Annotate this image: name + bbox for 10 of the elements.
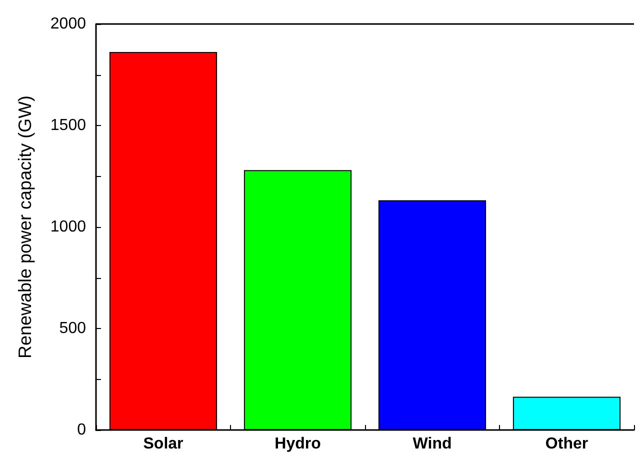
y-tick-label: 500	[59, 320, 86, 337]
y-tick-label: 1500	[50, 117, 86, 134]
y-tick-label: 2000	[50, 16, 86, 32]
y-tick-label: 0	[77, 422, 86, 438]
x-tick-label: Hydro	[274, 436, 322, 452]
x-tick-label: Other	[545, 436, 588, 452]
x-tick-label: Solar	[143, 436, 184, 452]
x-tick-label: Wind	[412, 436, 452, 452]
y-tick-label: 1000	[50, 218, 86, 236]
y-axis-title: Renewable power capacity (GW)	[15, 95, 35, 359]
